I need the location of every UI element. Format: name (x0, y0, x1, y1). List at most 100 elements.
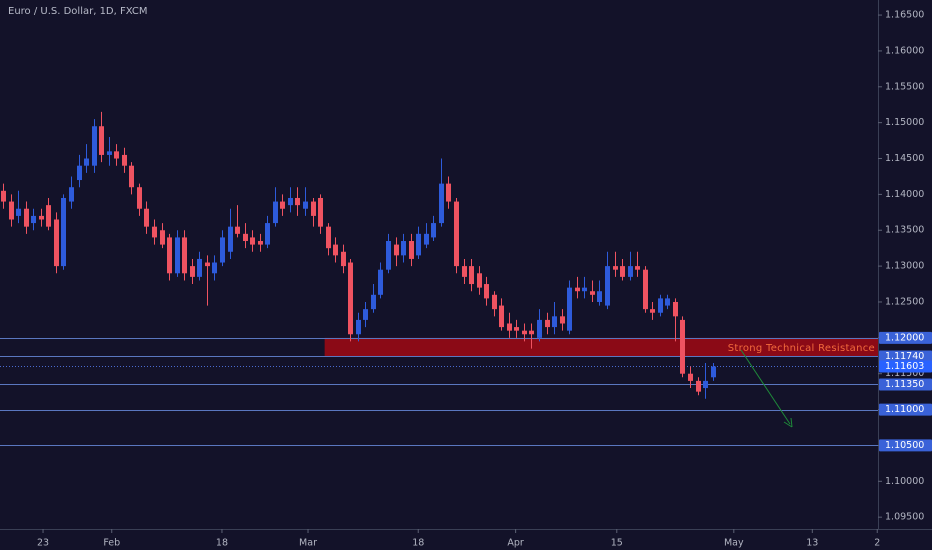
candle-body (469, 266, 474, 285)
level-label: 1.11000 (885, 404, 924, 415)
candle-body (24, 208, 29, 227)
candle-body (545, 319, 550, 328)
y-tick-label: 1.12500 (885, 296, 924, 307)
y-tick-label: 1.16000 (885, 45, 924, 56)
candle-body (696, 380, 701, 392)
x-tick-label: Feb (103, 538, 120, 549)
x-tick-label: Mar (299, 538, 317, 549)
candle-body (288, 197, 293, 206)
x-tick-label: 18 (216, 538, 228, 549)
candle-body (16, 208, 21, 216)
candle-body (144, 208, 149, 227)
candle-body (567, 287, 572, 331)
level-label-box (879, 378, 932, 391)
candle-body (46, 205, 51, 227)
candle-body (69, 187, 74, 202)
candle-body (628, 266, 633, 277)
candle-body (99, 126, 104, 155)
zone-label: Strong Technical Resistance (728, 343, 875, 354)
y-tick-label: 1.15500 (885, 81, 924, 92)
x-tick-label: 15 (611, 538, 623, 549)
candle-body (386, 241, 391, 270)
candle-body (107, 151, 112, 155)
candle-body (665, 298, 670, 306)
candle-body (605, 266, 610, 306)
level-label-box (879, 439, 932, 452)
candle-body (711, 366, 716, 378)
candle-body (152, 226, 157, 238)
y-tick-label: 1.15000 (885, 117, 924, 128)
candle-body (182, 237, 187, 274)
candle-body (1, 190, 6, 202)
candle-body (431, 223, 436, 238)
candle-body (597, 291, 602, 302)
x-tick-label: 18 (412, 538, 424, 549)
candle-body (311, 201, 316, 216)
x-tick-label: Apr (507, 538, 524, 549)
candle-body (454, 201, 459, 267)
candle-body (190, 266, 195, 277)
candle-body (84, 158, 89, 166)
candle-body (167, 237, 172, 274)
candle-body (258, 241, 263, 245)
candle-body (295, 197, 300, 206)
candle-body (537, 319, 542, 338)
y-tick-label: 1.09500 (885, 512, 924, 523)
level-label: 1.11740 (885, 351, 924, 362)
candle-body (552, 316, 557, 328)
candle-body (31, 215, 36, 224)
candle-body (54, 219, 59, 267)
candle-body (61, 197, 66, 267)
y-tick-label: 1.14500 (885, 153, 924, 164)
candle-body (205, 262, 210, 267)
chart-title: Euro / U.S. Dollar, 1D, FXCM (8, 6, 147, 17)
candle-body (499, 305, 504, 328)
x-tick-label: 13 (806, 538, 818, 549)
candle-body (446, 183, 451, 202)
candle-body (703, 380, 708, 389)
candle-body (114, 151, 119, 159)
candle-body (39, 215, 44, 220)
candle-body (175, 237, 180, 274)
candle-body (333, 244, 338, 256)
candle-body (613, 266, 618, 270)
candle-body (303, 201, 308, 209)
trend-arrow (740, 349, 791, 425)
candle-body (243, 233, 248, 242)
candle-body (212, 262, 217, 274)
resistance-zone (324, 337, 878, 357)
candle-body (122, 154, 127, 166)
level-label-box (879, 403, 932, 416)
candle-body (477, 273, 482, 288)
candle-body (265, 223, 270, 245)
candle-body (363, 309, 368, 320)
candle-body (280, 201, 285, 209)
x-tick-label: 2 (874, 538, 880, 549)
candle-body (160, 230, 165, 245)
candle-body (643, 269, 648, 310)
candle-body (378, 269, 383, 295)
y-tick-label: 1.11500 (885, 368, 924, 379)
candle-body (560, 316, 565, 324)
y-tick-label: 1.16500 (885, 10, 924, 21)
candle-body (507, 323, 512, 331)
candle-body (590, 291, 595, 295)
candle-body (220, 237, 225, 263)
candle-body (582, 287, 587, 292)
candle-body (620, 266, 625, 277)
candle-body (235, 226, 240, 234)
candle-body (575, 287, 580, 292)
candle-body (129, 165, 134, 188)
x-tick-label: 23 (37, 538, 49, 549)
candle-body (688, 373, 693, 381)
candle-body (416, 233, 421, 256)
candle-body (658, 298, 663, 313)
candle-body (492, 294, 497, 310)
level-label-box (879, 331, 932, 344)
candle-body (635, 266, 640, 270)
candle-body (228, 226, 233, 252)
candle-body (137, 187, 142, 209)
candle-body (680, 319, 685, 374)
y-tick-label: 1.10000 (885, 476, 924, 487)
